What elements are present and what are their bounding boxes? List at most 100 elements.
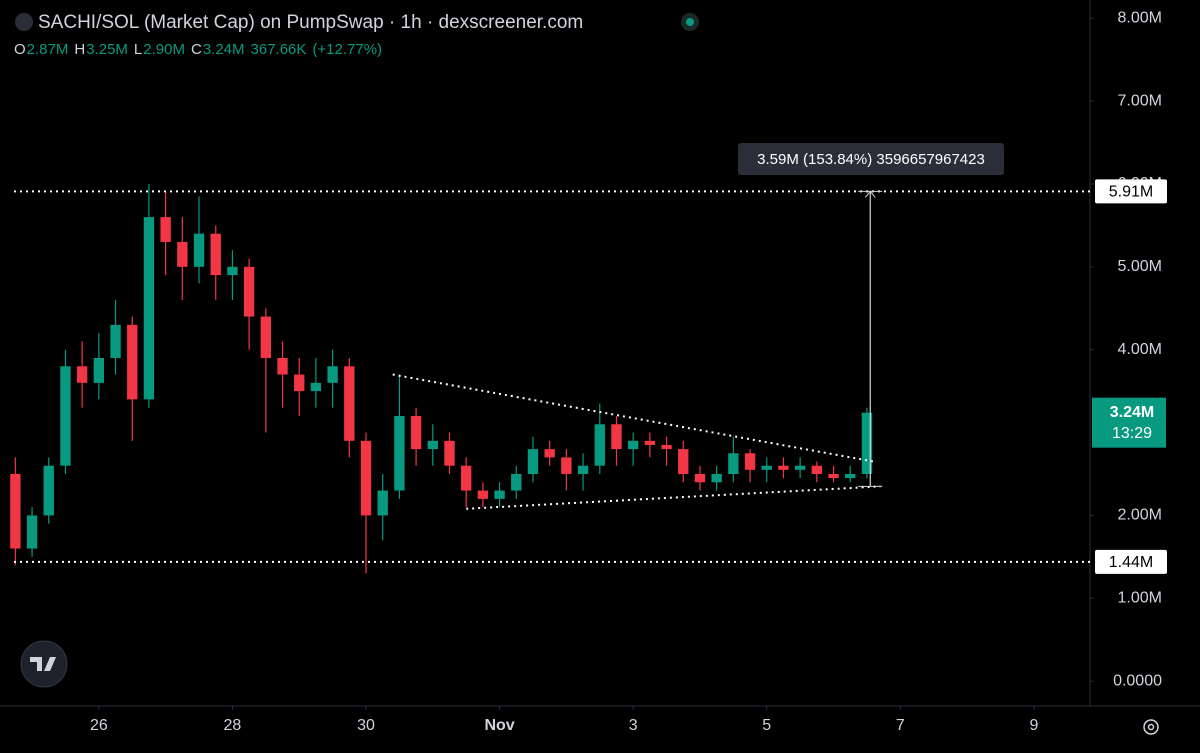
candle-body	[394, 415, 405, 491]
title: SACHI/SOL (Market Cap) on PumpSwap · 1h …	[38, 12, 583, 33]
ohlc-row: O 2.87M H 3.25M L 2.90M C 3.24M 367.66K (+12.77%)	[14, 41, 382, 58]
settings-core	[1147, 723, 1155, 731]
y-tick-label: 5.00M	[1118, 258, 1162, 275]
candle-body	[110, 324, 121, 358]
candle-body	[644, 440, 656, 445]
candle-body	[828, 473, 839, 479]
candle-body	[661, 444, 672, 450]
candle-body	[60, 366, 71, 466]
x-tick-label: 3	[629, 717, 638, 734]
candle-body	[227, 266, 238, 276]
candle-body	[627, 440, 639, 450]
candle-body	[243, 266, 255, 317]
candle-body	[277, 357, 288, 375]
candle-body	[360, 440, 372, 516]
candle-body	[761, 465, 772, 470]
candle-body	[177, 241, 188, 267]
y-tick-label: 1.00M	[1118, 589, 1162, 606]
price-label: 1.44M	[1109, 554, 1153, 571]
candle-body	[778, 465, 789, 470]
candle-body	[527, 449, 539, 474]
candle-body	[127, 324, 138, 400]
settings-icon[interactable]	[1143, 719, 1159, 735]
ohlc-value: 2.90M	[143, 41, 185, 58]
candle-body	[794, 465, 806, 470]
candle-body	[310, 382, 322, 392]
candle-body	[193, 233, 205, 267]
candle-body	[694, 473, 706, 483]
candle-body	[744, 453, 756, 470]
candle-body	[477, 490, 489, 499]
measure-label: 3.59M (153.84%) 3596657967423	[757, 151, 985, 168]
price-label: 5.91M	[1109, 184, 1153, 201]
candle-body	[845, 473, 856, 479]
countdown: 13:29	[1112, 425, 1152, 442]
y-tick-label: 4.00M	[1118, 341, 1162, 358]
candle-body	[76, 366, 88, 383]
last-price-label: 3.24M	[1110, 404, 1154, 421]
candle-body	[861, 412, 873, 474]
candle-body	[611, 424, 622, 450]
price-label-box	[1095, 549, 1167, 574]
candle-body	[344, 366, 355, 441]
x-tick-label: 7	[896, 717, 905, 734]
candle-body	[327, 366, 338, 383]
ohlc-value: 3.24M	[203, 41, 245, 58]
candle-body	[377, 490, 388, 516]
candle-body	[26, 515, 38, 549]
ohlc-value: 2.87M	[27, 41, 69, 58]
x-tick-label: 9	[1029, 717, 1038, 734]
candle-body	[561, 457, 572, 474]
y-tick-label: 7.00M	[1118, 92, 1162, 109]
ohlc-key: O	[14, 41, 26, 58]
candle-body	[143, 217, 155, 400]
ohlc-key: L	[134, 41, 142, 58]
candle-body	[444, 440, 455, 466]
ohlc-key: H	[74, 41, 85, 58]
x-tick-label: 26	[90, 717, 108, 734]
measure-label-box	[738, 143, 1004, 175]
ohlc-value: 3.25M	[86, 41, 128, 58]
candle-body	[678, 449, 689, 474]
symbol-icon	[15, 13, 33, 31]
candle-body	[594, 424, 605, 466]
candle-body	[294, 374, 305, 392]
y-tick-label: 2.00M	[1118, 507, 1162, 524]
status-dot	[686, 18, 694, 26]
header: SACHI/SOL (Market Cap) on PumpSwap · 1h …	[15, 12, 699, 33]
change: 367.66K	[251, 41, 307, 58]
candle-body	[43, 465, 54, 516]
y-tick-label: 8.00M	[1118, 9, 1162, 26]
price-label-box	[1095, 179, 1167, 204]
candle-body	[427, 440, 438, 450]
x-tick-label: 30	[357, 717, 375, 734]
logo-badge[interactable]	[20, 640, 68, 688]
candle-body	[544, 449, 555, 458]
logo-glyph	[30, 657, 56, 671]
candle-body	[160, 217, 171, 242]
candle-body	[461, 465, 472, 491]
x-tick-label: 5	[762, 717, 771, 734]
candle-body	[10, 473, 21, 549]
candle-body	[210, 233, 221, 276]
settings-ring	[1143, 719, 1159, 735]
plot-area	[10, 183, 873, 574]
candle-body	[260, 316, 271, 358]
x-tick-label: 28	[224, 717, 242, 734]
candle-body	[511, 473, 522, 491]
candle-body	[410, 415, 422, 450]
candle-body	[711, 473, 722, 483]
candle-body	[577, 465, 589, 474]
ohlc-key: C	[191, 41, 202, 58]
candle-body	[494, 490, 505, 499]
candle-body	[811, 465, 823, 474]
y-tick-label: 0.0000	[1113, 672, 1162, 689]
candle-body	[93, 357, 105, 383]
x-tick-label: Nov	[484, 717, 514, 734]
last-price-box	[1092, 397, 1166, 448]
tv-logo	[20, 640, 68, 688]
candle-body	[728, 453, 739, 474]
